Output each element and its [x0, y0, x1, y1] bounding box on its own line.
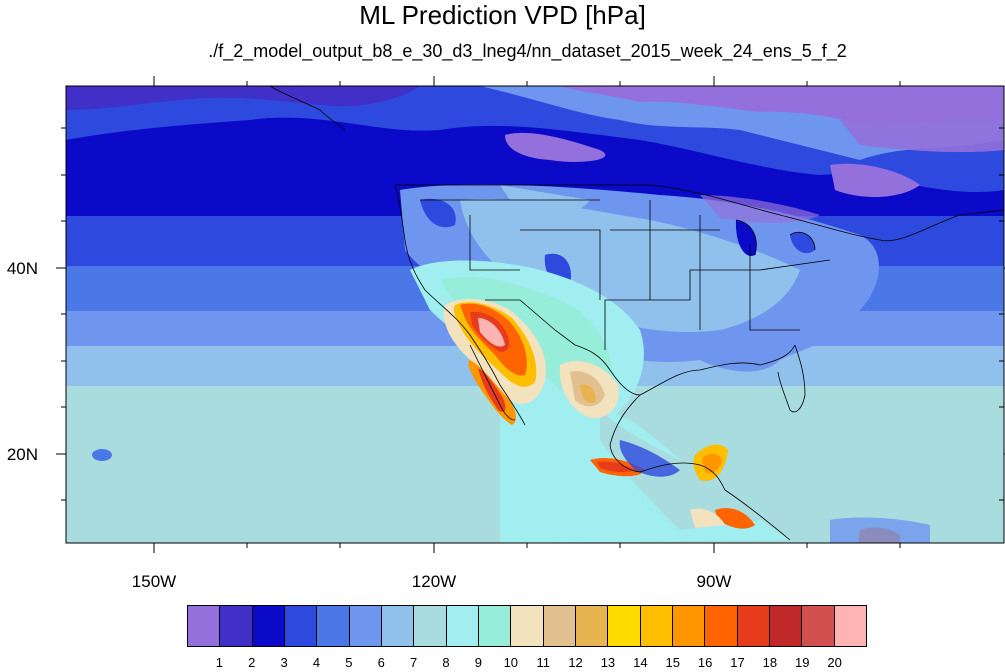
colorbar-swatch	[737, 606, 770, 646]
colorbar-swatch	[381, 606, 415, 646]
colorbar-swatch	[802, 606, 835, 646]
colorbar-swatch	[414, 606, 447, 646]
colorbar-tick-label: 12	[568, 655, 583, 670]
colorbar-tick-label: 1	[215, 655, 223, 670]
colorbar-swatch	[188, 606, 221, 646]
colorbar-swatch	[834, 606, 866, 646]
colorbar-tick-label: 8	[442, 655, 450, 670]
lon-label-120w: 120W	[411, 572, 457, 591]
colorbar-swatch	[446, 606, 479, 646]
colorbar-swatch	[478, 606, 512, 646]
colorbar-tick-label: 10	[503, 655, 519, 670]
colorbar-swatch	[705, 606, 738, 646]
colorbar-swatch	[317, 606, 350, 646]
colorbar-swatch	[220, 606, 253, 646]
colorbar-tick-label: 6	[377, 655, 385, 670]
colorbar-swatch	[543, 606, 576, 646]
colorbar-swatch	[608, 606, 641, 646]
colorbar-swatch	[252, 606, 285, 646]
lon-label-150w: 150W	[131, 572, 177, 591]
colorbar-swatch	[575, 606, 609, 646]
colorbar-tick-label: 3	[280, 655, 288, 670]
colorbar-tick-label: 2	[248, 655, 256, 670]
colorbar	[187, 605, 867, 647]
colorbar-tick-label: 11	[536, 655, 550, 670]
colorbar-tick-label: 20	[827, 655, 842, 670]
lon-label-90w: 90W	[696, 572, 732, 591]
colorbar-tick-label: 4	[312, 655, 321, 670]
colorbar-swatch	[672, 606, 706, 646]
map-subtitle: ./f_2_model_output_b8_e_30_d3_lneg4/nn_d…	[208, 41, 847, 61]
colorbar-tick-label: 13	[600, 655, 616, 670]
lat-label-20n: 20N	[6, 445, 38, 464]
colorbar-tick-label: 9	[474, 655, 483, 670]
vpd-map	[56, 76, 1005, 553]
colorbar-tick-label: 19	[795, 655, 810, 670]
colorbar-swatch	[640, 606, 673, 646]
colorbar-swatch	[511, 606, 544, 646]
coastlines	[269, 86, 1004, 541]
colorbar-tick-label: 14	[633, 655, 648, 670]
colorbar-swatch	[284, 606, 318, 646]
colorbar-tick-label: 18	[762, 655, 778, 670]
colorbar-tick-label: 7	[410, 655, 418, 670]
colorbar-tick-label: 5	[345, 655, 353, 670]
colorbar-swatch	[349, 606, 382, 646]
colorbar-swatch	[769, 606, 803, 646]
vpd-field	[66, 86, 1004, 543]
axis-ticks	[56, 76, 1005, 553]
map-title: ML Prediction VPD [hPa]	[359, 0, 646, 30]
lat-label-40n: 40N	[6, 259, 38, 278]
colorbar-tick-label: 17	[730, 655, 745, 670]
colorbar-tick-label: 15	[665, 655, 680, 670]
colorbar-tick-label: 16	[697, 655, 713, 670]
